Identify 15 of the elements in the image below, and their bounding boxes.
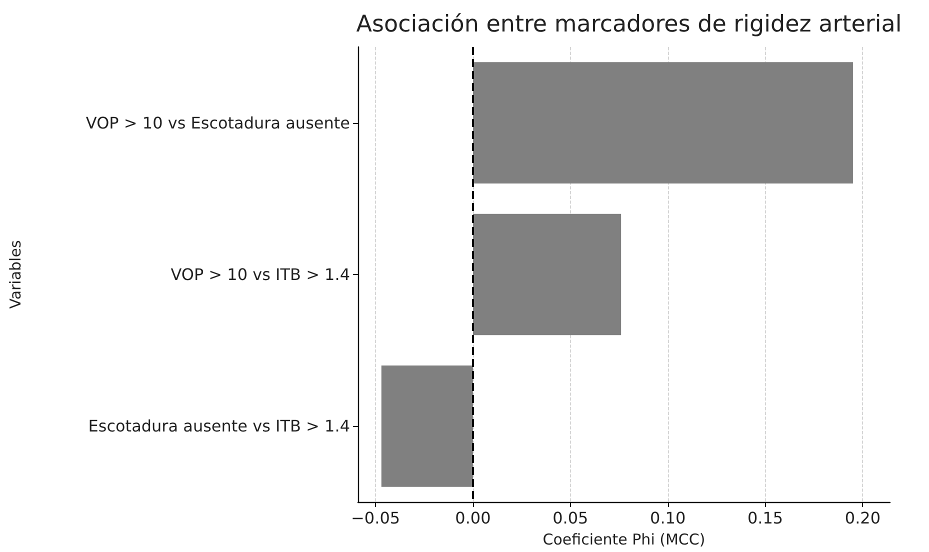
- y-axis-title: Variables: [6, 240, 24, 309]
- y-tick-label: VOP > 10 vs Escotadura ausente: [86, 113, 350, 132]
- chart-title: Asociación entre marcadores de rigidez arterial: [356, 12, 902, 38]
- y-tick-label: VOP > 10 vs ITB > 1.4: [170, 265, 350, 284]
- bar: [381, 366, 473, 487]
- x-tick-label: 0.20: [844, 508, 881, 528]
- x-tick-label: −0.05: [351, 508, 400, 528]
- bar: [472, 62, 853, 184]
- x-tick-label: 0.05: [552, 508, 588, 528]
- x-tick-label: 0.15: [747, 508, 784, 528]
- x-tick-label: 0.00: [455, 508, 491, 528]
- x-axis-title: Coeficiente Phi (MCC): [542, 530, 706, 548]
- bar: [472, 214, 622, 336]
- x-tick-label: 0.10: [650, 508, 686, 528]
- y-tick-label: Escotadura ausente vs ITB > 1.4: [88, 416, 350, 436]
